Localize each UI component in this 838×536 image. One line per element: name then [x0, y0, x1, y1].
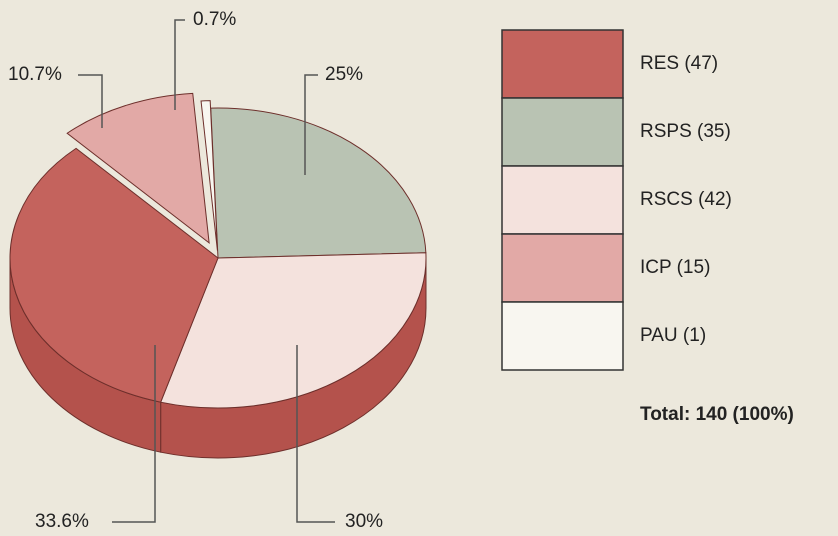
value-label: 33.6% [35, 511, 89, 532]
legend-swatch [501, 165, 624, 235]
slice [210, 107, 427, 259]
legend-label: ICP (15) [640, 257, 710, 278]
leader-line [296, 345, 335, 523]
legend-label: PAU (1) [640, 325, 706, 346]
legend-swatch [501, 301, 624, 371]
value-label: 10.7% [8, 64, 62, 85]
legend-swatch [501, 97, 624, 167]
leader-line [174, 19, 185, 110]
legend-label: RSPS (35) [640, 121, 731, 142]
value-label: 30% [345, 511, 383, 532]
legend-swatch [501, 29, 624, 99]
legend-swatch [501, 233, 624, 303]
leader-line [112, 345, 156, 523]
value-label: 25% [325, 64, 363, 85]
slice [66, 92, 210, 245]
slice [9, 147, 219, 403]
legend-label: RSCS (42) [640, 189, 732, 210]
leader-line [304, 74, 318, 175]
leader-line [78, 74, 103, 128]
slice [200, 100, 218, 251]
legend-label: RES (47) [640, 53, 718, 74]
value-label: 0.7% [193, 9, 236, 30]
slice [159, 252, 427, 409]
total-annotation: Total: 140 (100%) [640, 404, 794, 425]
